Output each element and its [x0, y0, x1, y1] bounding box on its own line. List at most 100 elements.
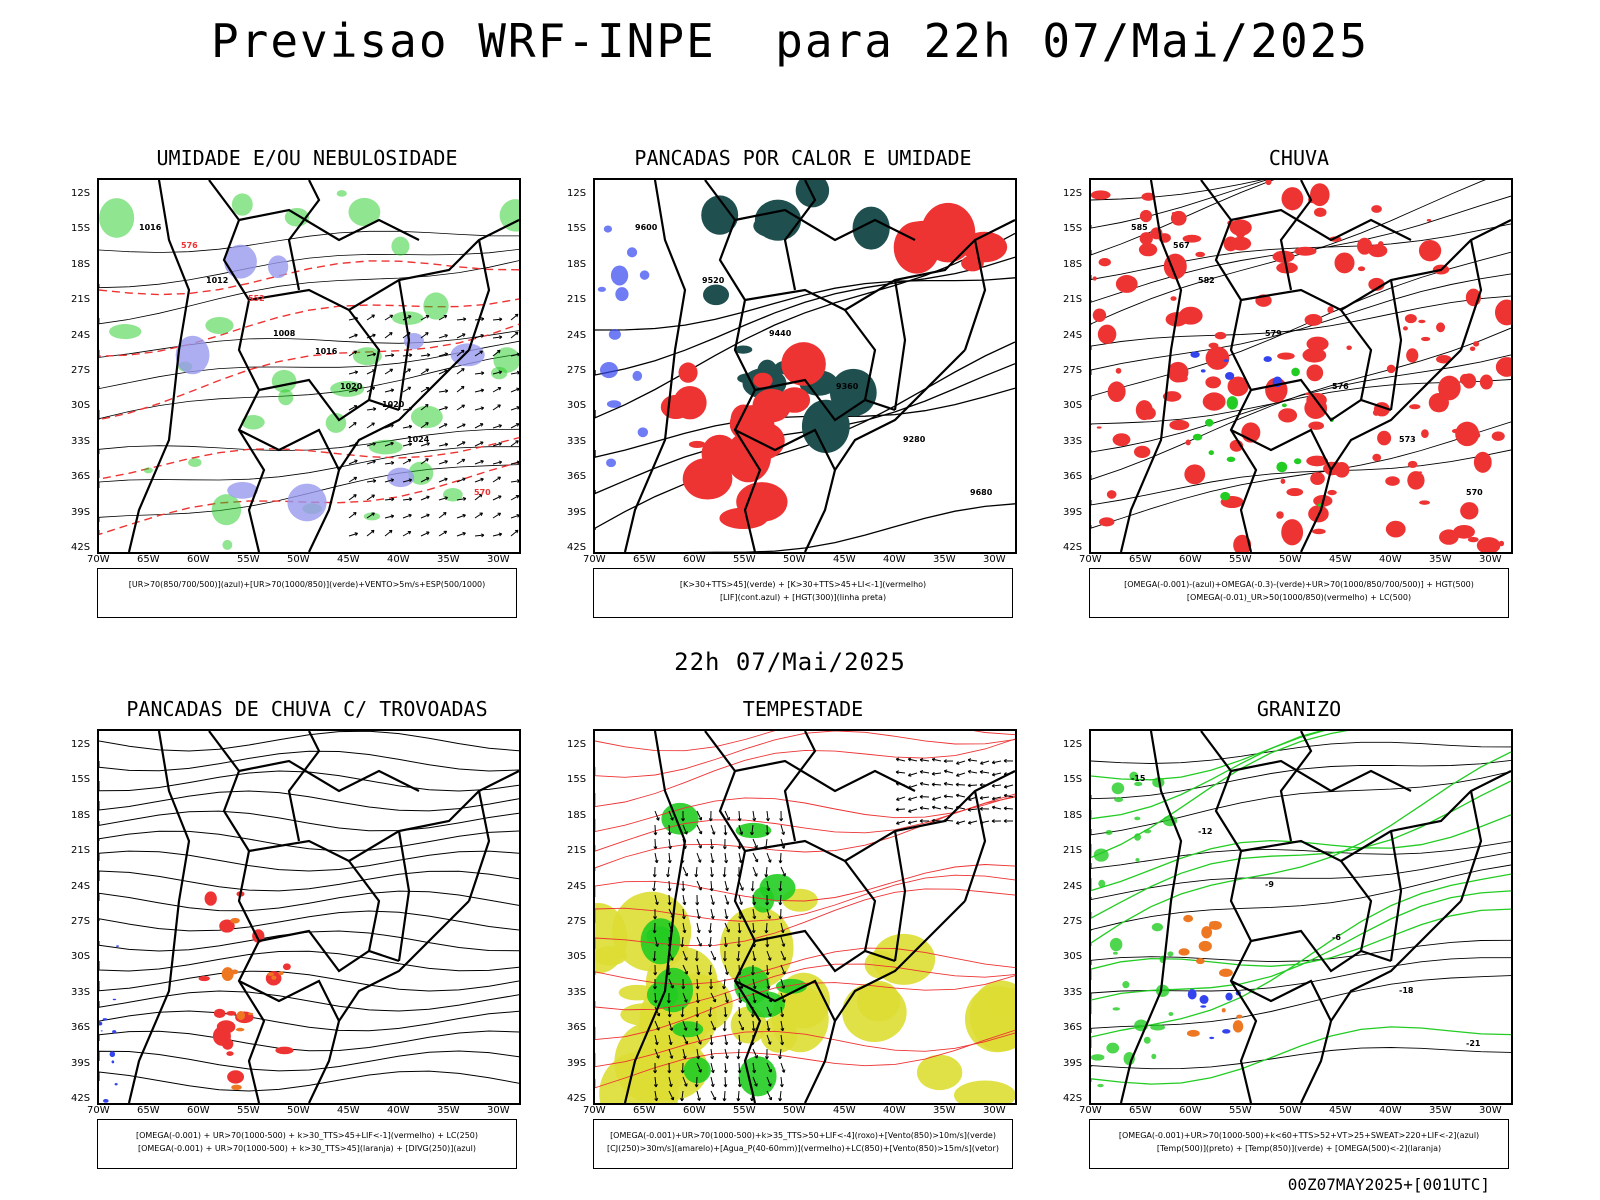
wind-vector	[371, 314, 375, 318]
lat-tick-label: 39S	[567, 1057, 587, 1069]
wind-vector	[474, 478, 484, 483]
country-border	[734, 208, 916, 242]
temp850-contour	[1091, 780, 1511, 919]
hgt500-contour	[1091, 180, 1275, 256]
wind-vector	[348, 476, 357, 483]
rain-omega-area	[1436, 355, 1452, 364]
wind-vector	[709, 1006, 712, 1017]
wind-vector	[1003, 784, 1008, 789]
rain-omega-area	[1473, 451, 1492, 473]
wind-vector	[695, 902, 700, 906]
storm-area-red	[226, 1051, 234, 1056]
temp850-contour	[1114, 797, 1124, 803]
rain-omega-area	[1357, 237, 1373, 255]
wind-vector	[371, 422, 375, 426]
wind-vector	[456, 423, 466, 429]
rain-omega-area	[1312, 528, 1326, 535]
wind-vector	[708, 930, 713, 934]
wind-vector	[967, 820, 972, 825]
lc850-streamline	[595, 1030, 1015, 1068]
streamline-250	[99, 1030, 519, 1052]
wind-vector	[696, 810, 702, 821]
lat-tick-label: 36S	[567, 471, 587, 483]
wind-vector	[654, 1034, 658, 1045]
lon-tick-label: 45W	[337, 1105, 360, 1116]
wind-vector	[681, 915, 686, 920]
wind-vector	[474, 372, 484, 375]
wind-vector	[654, 936, 659, 947]
wind-vector	[968, 759, 978, 762]
wind-vector	[1003, 807, 1014, 810]
wind-vector	[444, 423, 448, 427]
wind-vector	[420, 514, 430, 519]
lc850-streamline	[595, 738, 1015, 808]
wind-vector	[778, 1055, 782, 1060]
contour-label: -21	[1466, 1039, 1481, 1048]
rain-omega-area	[1202, 392, 1226, 411]
wind-vector	[710, 950, 716, 961]
wind-vector	[510, 406, 519, 411]
wind-vector	[372, 352, 377, 357]
rain-omega-area	[1327, 306, 1334, 314]
temp850-contour	[1135, 858, 1140, 862]
country-border	[467, 239, 491, 351]
wind-vector	[697, 859, 702, 863]
rain-omega-area	[1133, 445, 1151, 459]
contour-label: 570	[1466, 488, 1483, 497]
wind-vector	[653, 1070, 658, 1074]
country-border	[893, 279, 907, 411]
rain-omega-area	[1265, 180, 1272, 186]
wind-vector	[738, 1062, 741, 1074]
humidity-850-area	[109, 324, 142, 340]
wind-vector	[480, 441, 484, 445]
wind-vector	[656, 1027, 660, 1031]
wind-vector	[366, 408, 376, 411]
wind-vector	[682, 950, 688, 961]
lon-tick-label: 30W	[487, 554, 510, 565]
streamline-250	[99, 850, 519, 872]
wind-vector	[388, 529, 393, 534]
humidity-850-area	[493, 347, 519, 373]
wind-vector	[668, 978, 674, 989]
wind-vector	[696, 824, 702, 835]
temp850-contour	[1105, 830, 1113, 835]
wind-vector	[955, 793, 960, 798]
wind-vector	[710, 1062, 714, 1073]
contour-label: 567	[1173, 241, 1190, 250]
wind-vector	[407, 386, 412, 391]
lif-contour	[639, 270, 650, 280]
wind-vector	[780, 978, 785, 989]
rain-omega-area	[1460, 502, 1479, 520]
wind-vector	[724, 824, 727, 836]
wind-vector	[766, 1027, 771, 1032]
humidity-850-area	[211, 494, 242, 526]
omega500-area	[1236, 1014, 1243, 1019]
wind-vector	[682, 901, 687, 906]
omega-green-area	[1220, 491, 1231, 501]
wind-vector	[711, 831, 716, 835]
wind-vector	[474, 423, 484, 429]
wind-vector	[710, 894, 715, 905]
wind-vector	[737, 930, 742, 934]
rain-omega-area	[1170, 296, 1177, 301]
lon-tick-label: 70W	[1079, 554, 1102, 565]
wind-vector	[474, 350, 483, 357]
wind-850-area	[746, 991, 785, 1018]
lon-tick-label: 70W	[583, 554, 606, 565]
wind-vector	[896, 758, 906, 762]
contour-label: -9	[1265, 880, 1274, 889]
wind-vector	[492, 404, 501, 411]
rain-omega-area	[1386, 364, 1396, 374]
legend-box: [OMEGA(-0.001)+UR>70(1000-500)+k>35_TTS>…	[593, 1119, 1013, 1169]
wind-vector	[653, 832, 658, 836]
rain-omega-area	[1162, 391, 1182, 402]
wind-vector	[696, 992, 699, 1003]
contour-label: 582	[1198, 276, 1215, 285]
rain-omega-area	[1446, 531, 1453, 537]
wind-vector	[516, 352, 519, 357]
wind-vector	[780, 1041, 785, 1046]
wind-vector	[738, 1034, 741, 1045]
wind-vector	[752, 950, 756, 961]
panel-title: PANCADAS DE CHUVA C/ TROVOADAS	[126, 697, 488, 721]
wind-vector	[752, 915, 757, 920]
